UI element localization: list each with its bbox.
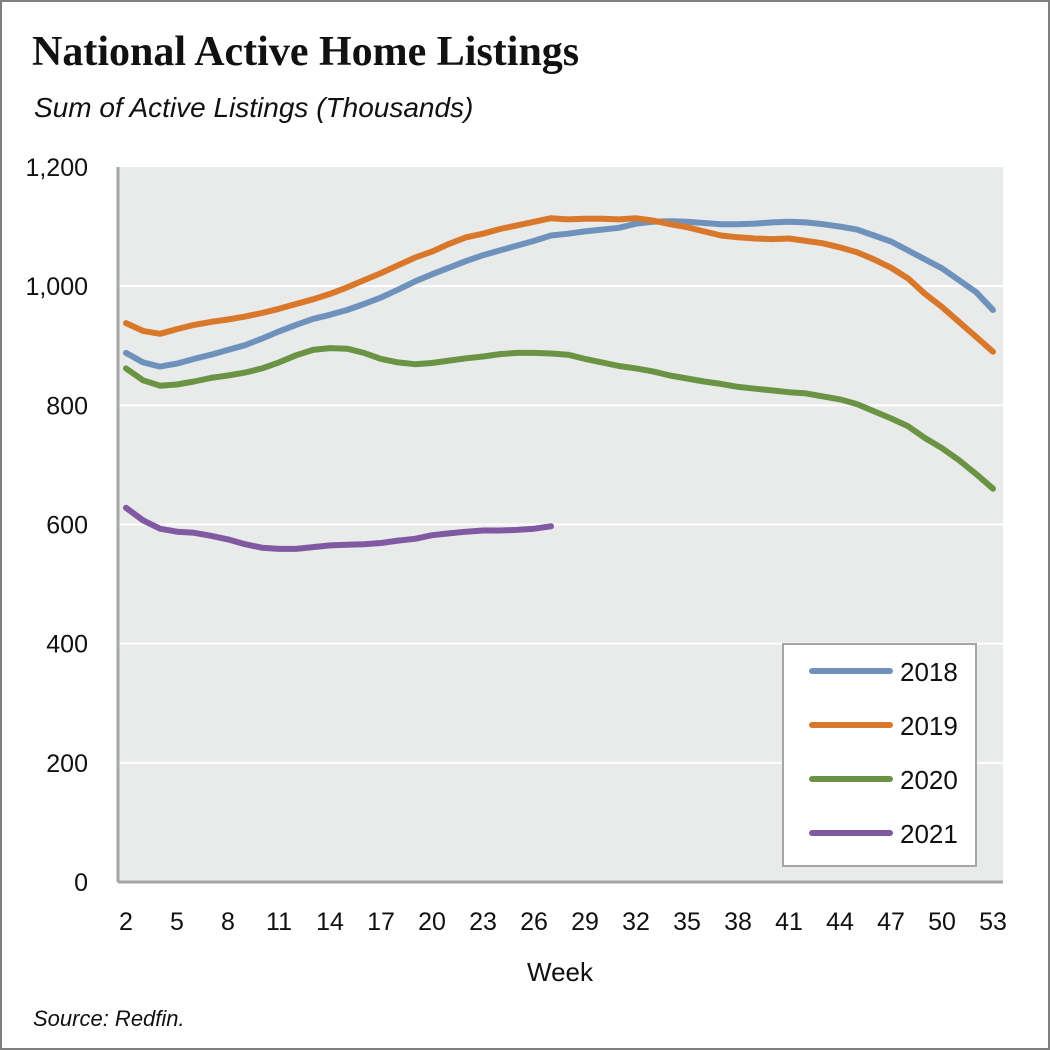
y-tick-label: 800 — [46, 392, 88, 420]
legend: 2018 2019 2020 2021 — [782, 643, 977, 867]
x-tick-label: 23 — [469, 908, 497, 936]
legend-label-2020: 2020 — [900, 765, 958, 795]
x-tick-label: 32 — [622, 908, 650, 936]
y-tick-label: 600 — [46, 512, 88, 540]
chart-subtitle: Sum of Active Listings (Thousands) — [34, 92, 474, 123]
x-tick-label: 14 — [316, 908, 344, 936]
series-line-2021 — [123, 504, 554, 552]
x-tick-label: 35 — [673, 908, 701, 936]
x-tick-label: 53 — [979, 908, 1007, 936]
chart-title: National Active Home Listings — [32, 29, 580, 75]
y-tick-label: 1,000 — [25, 273, 88, 301]
x-tick-label: 29 — [571, 908, 599, 936]
x-tick-label: 20 — [418, 908, 446, 936]
series-line-2019 — [123, 215, 996, 355]
x-tick-label: 47 — [877, 908, 905, 936]
y-tick-label: 1,200 — [25, 154, 88, 182]
axes — [116, 167, 1003, 884]
series-layer — [123, 215, 996, 552]
x-tick-label: 5 — [170, 908, 184, 936]
x-tick-label: 44 — [826, 908, 854, 936]
y-tick-label: 200 — [46, 750, 88, 778]
x-axis-ticks: 2 5 8 11 14 17 20 23 26 29 32 35 38 41 44 47 50 53 — [119, 908, 1007, 936]
x-axis-label: Week — [527, 957, 594, 987]
x-tick-label: 50 — [928, 908, 956, 936]
gridlines — [118, 285, 1003, 764]
x-tick-label: 17 — [367, 908, 395, 936]
x-tick-label: 2 — [119, 908, 133, 936]
x-tick-label: 38 — [724, 908, 752, 936]
series-line-2020 — [123, 345, 996, 492]
y-tick-label: 0 — [74, 869, 88, 897]
legend-label-2019: 2019 — [900, 711, 958, 741]
legend-label-2021: 2021 — [900, 819, 958, 849]
source-note: Source: Redfin. — [33, 1006, 185, 1031]
series-line-2018 — [123, 218, 996, 370]
legend-label-2018: 2018 — [900, 657, 958, 687]
x-tick-label: 41 — [775, 908, 803, 936]
y-tick-label: 400 — [46, 631, 88, 659]
x-tick-label: 11 — [266, 908, 292, 936]
x-tick-label: 8 — [221, 908, 235, 936]
x-tick-label: 26 — [520, 908, 548, 936]
legend-box — [782, 643, 977, 867]
y-axis-ticks: 0 200 400 600 800 1,000 1,200 — [25, 154, 88, 897]
